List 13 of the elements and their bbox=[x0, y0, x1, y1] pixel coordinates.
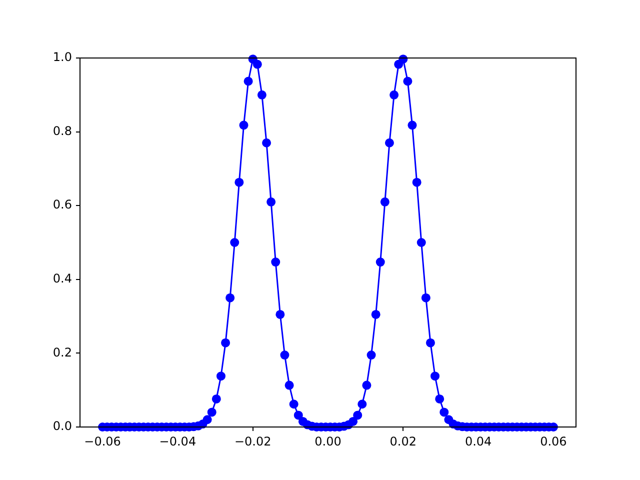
x-tick-label: 0.02 bbox=[390, 434, 417, 448]
x-tick-label: 0.00 bbox=[314, 434, 342, 448]
x-tick-label: −0.04 bbox=[159, 434, 196, 448]
y-tick-label: 0.2 bbox=[52, 345, 72, 360]
x-tick-label: −0.06 bbox=[84, 434, 121, 448]
x-tick-label: 0.06 bbox=[540, 434, 567, 448]
y-tick-label: 0.0 bbox=[52, 419, 72, 434]
y-tick-label: 0.6 bbox=[52, 198, 72, 212]
y-tick-label: 0.8 bbox=[52, 124, 72, 138]
x-tick-label: 0.04 bbox=[464, 434, 492, 448]
x-tick-label: −0.02 bbox=[234, 434, 272, 448]
y-tick-label: 0.4 bbox=[52, 272, 72, 286]
y-tick-label: 1.0 bbox=[52, 50, 72, 64]
